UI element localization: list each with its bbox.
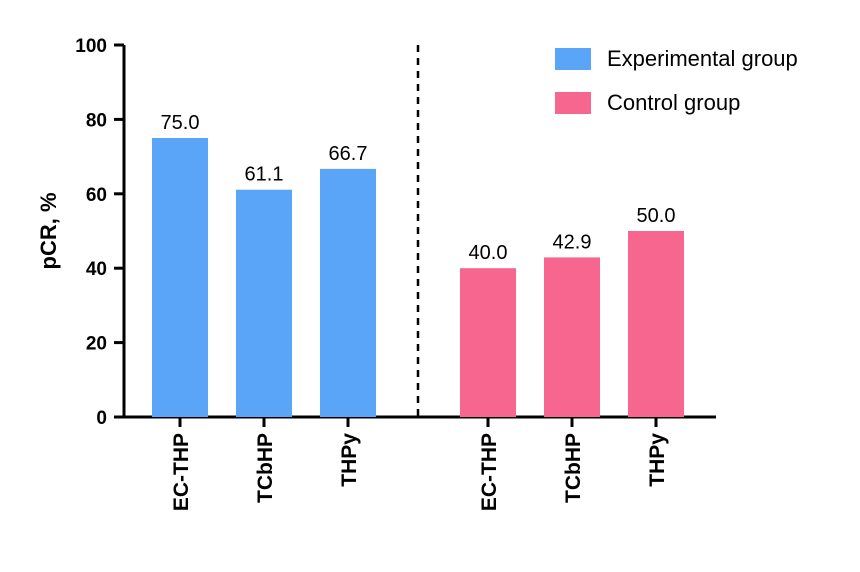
legend-swatch-control: [555, 92, 591, 114]
x-tick-label: THPy: [338, 433, 361, 487]
bar-control-tcbhp: [544, 257, 600, 417]
legend-swatch-experimental: [555, 48, 591, 70]
x-tick-label: THPy: [646, 433, 669, 487]
bar-experimental-ec-thp: [152, 138, 208, 417]
bar-experimental-thpy: [320, 168, 376, 417]
data-label: 75.0: [161, 112, 200, 134]
data-label: 66.7: [329, 143, 368, 165]
data-label: 40.0: [469, 242, 508, 264]
bar-experimental-tcbhp: [236, 189, 292, 417]
legend-label-experimental: Experimental group: [607, 46, 798, 71]
data-labels: 75.0 61.1 66.7 40.0 42.9 50.0: [161, 112, 676, 264]
legend: Experimental group Control group: [555, 46, 798, 115]
data-label: 50.0: [637, 205, 676, 227]
y-tick-label: 40: [86, 259, 107, 280]
x-ticks: EC-THP TCbHP THPy EC-THP TCbHP THPy: [170, 417, 669, 511]
y-tick-label: 20: [86, 334, 107, 355]
y-tick-label: 60: [86, 185, 107, 206]
y-axis-label: pCR, %: [36, 193, 61, 270]
data-label: 42.9: [553, 231, 592, 253]
bar-control-thpy: [628, 231, 684, 417]
x-tick-label: EC-THP: [478, 433, 501, 511]
y-tick-label: 100: [75, 36, 107, 57]
x-tick-label: TCbHP: [562, 433, 585, 503]
x-tick-label: EC-THP: [170, 433, 193, 511]
y-tick-label: 0: [96, 408, 107, 429]
bar-control-ec-thp: [460, 268, 516, 417]
legend-label-control: Control group: [607, 90, 740, 115]
y-ticks: 0 20 40 60 80 100: [75, 36, 124, 429]
x-tick-label: TCbHP: [254, 433, 277, 503]
bars: [152, 138, 684, 417]
data-label: 61.1: [245, 164, 284, 186]
y-tick-label: 80: [86, 110, 107, 131]
